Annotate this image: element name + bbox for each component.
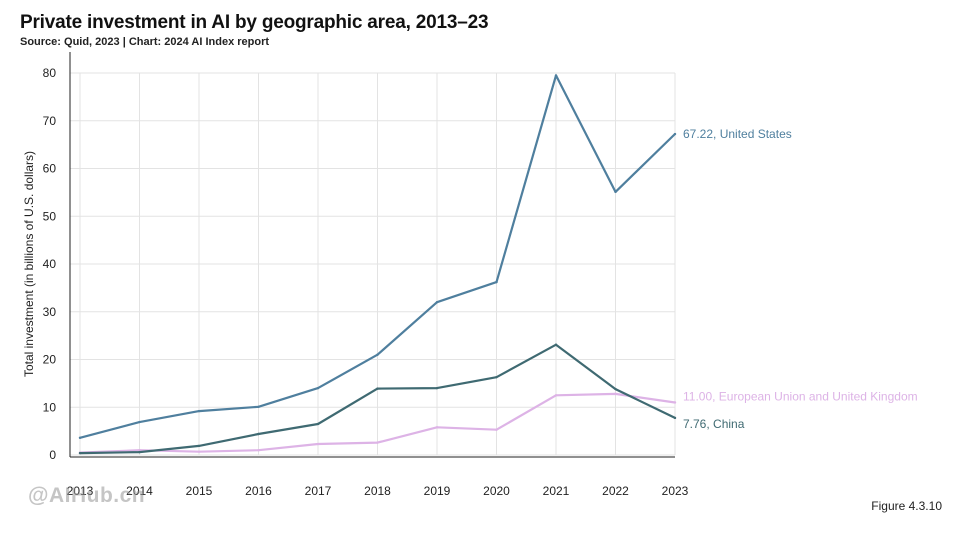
data-point-eu_uk xyxy=(316,442,320,446)
y-tick-label: 40 xyxy=(43,257,57,271)
data-point-eu_uk xyxy=(257,449,260,452)
data-point-china xyxy=(197,444,201,448)
x-tick-label: 2022 xyxy=(602,484,629,498)
series-labels: 67.22, United States 11.00, European Unio… xyxy=(683,127,918,431)
grid xyxy=(70,72,676,456)
data-point-china xyxy=(316,422,320,426)
x-tick-label: 2014 xyxy=(126,484,153,498)
data-point-united_states xyxy=(376,353,379,356)
data-point-eu_uk xyxy=(197,450,201,453)
data-point-eu_uk xyxy=(554,394,558,397)
data-point-united_states xyxy=(673,132,677,136)
data-point-eu_uk xyxy=(495,428,498,431)
data-point-united_states xyxy=(257,405,260,408)
data-point-united_states xyxy=(78,436,82,440)
data-point-united_states xyxy=(197,409,201,413)
data-point-eu_uk xyxy=(138,449,141,452)
y-tick-label: 70 xyxy=(43,114,57,128)
data-point-china xyxy=(78,451,82,455)
y-tick-label: 30 xyxy=(43,305,57,319)
watermark: @AIHub.cn xyxy=(28,484,146,507)
series xyxy=(78,74,677,455)
data-point-united_states xyxy=(614,190,617,194)
data-point-united_states xyxy=(316,386,320,390)
y-tick-label: 60 xyxy=(43,162,57,176)
data-point-united_states xyxy=(435,301,439,304)
x-tick-label: 2017 xyxy=(305,484,332,498)
data-point-china xyxy=(435,386,439,390)
end-label-eu_uk: 11.00, European Union and United Kingdom xyxy=(683,389,918,403)
x-tick-label: 2020 xyxy=(483,484,510,498)
data-point-china xyxy=(376,387,379,390)
data-point-china xyxy=(673,416,677,420)
data-point-united_states xyxy=(138,420,141,424)
y-tick-label: 80 xyxy=(43,66,57,80)
y-tick-label: 10 xyxy=(43,400,57,414)
x-tick-label: 2013 xyxy=(67,484,94,498)
x-tick-label: 2018 xyxy=(364,484,391,498)
chart-subtitle: Source: Quid, 2023 | Chart: 2024 AI Inde… xyxy=(20,36,270,48)
x-tick-label: 2019 xyxy=(424,484,451,498)
data-point-eu_uk xyxy=(673,401,677,404)
y-tick-label: 20 xyxy=(43,353,57,367)
data-point-united_states xyxy=(554,74,558,77)
data-point-china xyxy=(257,432,260,436)
data-point-united_states xyxy=(495,280,498,284)
figure-label: Figure 4.3.10 xyxy=(871,499,942,513)
y-axis-title: Total investment (in billions of U.S. do… xyxy=(22,151,36,377)
x-tick-label: 2016 xyxy=(245,484,272,498)
x-tick-label: 2023 xyxy=(662,484,689,498)
y-tick-label: 0 xyxy=(49,448,56,462)
data-point-china xyxy=(495,375,498,379)
data-point-china xyxy=(554,343,558,346)
axes: 0 10 20 30 40 50 60 70 80 2013 2014 2015 2016 2017 201… xyxy=(22,52,689,498)
data-point-china xyxy=(614,387,617,391)
data-point-eu_uk xyxy=(376,441,379,444)
x-tick-label: 2015 xyxy=(186,484,213,498)
end-label-united_states: 67.22, United States xyxy=(683,127,792,141)
end-label-china: 7.76, China xyxy=(683,417,745,431)
chart-title: Private investment in AI by geographic a… xyxy=(20,12,489,33)
data-point-eu_uk xyxy=(614,392,617,396)
data-point-china xyxy=(138,450,141,454)
data-point-eu_uk xyxy=(435,426,439,429)
x-tick-label: 2021 xyxy=(543,484,570,498)
y-tick-label: 50 xyxy=(43,209,57,223)
